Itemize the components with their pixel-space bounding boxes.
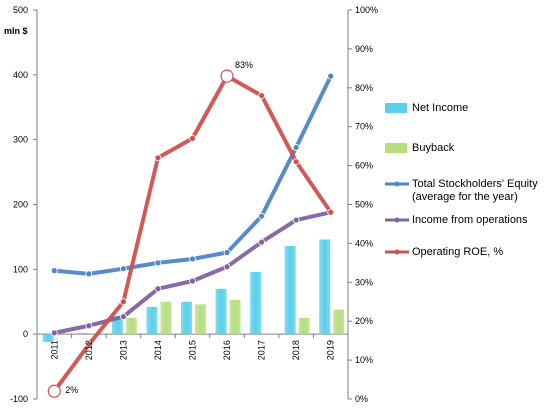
point-income-from-operations-2017 — [258, 238, 266, 246]
unit-label: mln $ — [4, 26, 28, 36]
bar-buyback-2019 — [333, 309, 345, 335]
point-operating-roe-2018 — [292, 158, 300, 166]
x-tick-label: 2013 — [118, 340, 128, 360]
x-tick-label: 2019 — [326, 340, 336, 360]
right-tick-label: 20% — [355, 316, 373, 326]
bar-net-income-2017 — [250, 271, 262, 335]
bar-net-income-2014 — [146, 306, 158, 335]
right-tick-label: 50% — [355, 200, 373, 210]
point-income-from-operations-2011 — [50, 329, 58, 337]
point-total-stockholders-equity-2015 — [189, 255, 196, 263]
x-tick-label: 2011 — [49, 340, 59, 359]
point-total-stockholders-equity-2016 — [223, 249, 231, 256]
point-income-from-operations-2015 — [189, 277, 196, 285]
annotation-label-2016: 83% — [235, 60, 253, 70]
tick-labels: -100 0 100 200 300 400 500 0% 10% 20% 30% 40% 50% 60%… — [4, 5, 378, 404]
legend-label-buyback: Buyback — [412, 142, 455, 154]
annotation-marker-2011 — [47, 384, 61, 398]
left-tick-label: 500 — [13, 5, 28, 15]
right-tick-label: 0% — [355, 394, 368, 404]
right-tick-label: 70% — [355, 122, 373, 132]
legend-swatch-buyback — [385, 143, 407, 153]
point-operating-roe-2013 — [119, 298, 127, 306]
bar-net-income-2016 — [215, 288, 227, 335]
right-tick-label: 80% — [355, 83, 373, 93]
line-series — [47, 69, 335, 398]
legend-marker-roe — [394, 249, 400, 255]
x-tick-label: 2015 — [188, 340, 198, 360]
legend-label-equity: Total Stockholders' Equity (average for … — [412, 178, 538, 203]
legend-label-income-ops: Income from operations — [412, 214, 528, 226]
legend-label-net-income: Net Income — [412, 102, 469, 114]
point-operating-roe-2017 — [258, 92, 266, 99]
right-tick-label: 30% — [355, 277, 373, 287]
right-tick-label: 10% — [355, 355, 373, 365]
x-tick-label: 2018 — [291, 340, 301, 360]
left-tick-label: 100 — [13, 264, 28, 274]
point-total-stockholders-equity-2013 — [119, 265, 127, 273]
right-tick-label: 40% — [355, 238, 373, 248]
point-total-stockholders-equity-2011 — [50, 267, 58, 275]
legend-label-roe: Operating ROE, % — [412, 246, 504, 258]
bar-net-income-2018 — [284, 245, 296, 335]
right-tick-label: 90% — [355, 44, 373, 54]
point-operating-roe-2019 — [327, 208, 335, 216]
point-total-stockholders-equity-2012 — [85, 270, 93, 278]
point-income-from-operations-2016 — [223, 263, 231, 271]
left-tick-label: -100 — [10, 394, 28, 404]
point-income-from-operations-2018 — [292, 216, 300, 224]
point-total-stockholders-equity-2014 — [154, 259, 162, 267]
x-tick-label: 2012 — [84, 340, 94, 360]
left-tick-label: 200 — [13, 200, 28, 210]
left-tick-label: 300 — [13, 135, 28, 145]
bar-net-income-2015 — [181, 301, 192, 335]
bar-buyback-2014 — [160, 301, 172, 335]
bar-net-income-2019 — [319, 239, 331, 335]
bar-net-income-2013 — [111, 316, 123, 335]
point-total-stockholders-equity-2019 — [327, 72, 335, 80]
axes — [33, 9, 352, 400]
left-tick-label: 0 — [23, 329, 28, 339]
annotation-marker-2016 — [220, 69, 234, 83]
legend-marker-equity — [394, 181, 400, 187]
bar-net-income-2011 — [42, 334, 54, 342]
point-operating-roe-2015 — [189, 134, 196, 142]
x-tick-label: 2016 — [222, 340, 232, 360]
line-total-stockholders-equity — [52, 74, 333, 276]
point-income-from-operations-2012 — [85, 322, 93, 330]
bar-buyback-2013 — [125, 317, 137, 335]
bar-net-income-2012 — [77, 332, 89, 335]
point-operating-roe-2014 — [154, 154, 162, 162]
bar-buyback-2016 — [229, 299, 241, 335]
point-income-from-operations-2013 — [119, 313, 127, 321]
legend-marker-income-ops — [394, 217, 400, 223]
right-tick-label: 60% — [355, 161, 373, 171]
right-tick-label: 100% — [355, 5, 378, 15]
left-tick-label: 400 — [13, 70, 28, 80]
x-tick-label: 2017 — [257, 340, 267, 360]
point-total-stockholders-equity-2017 — [258, 212, 266, 220]
point-income-from-operations-2014 — [154, 285, 162, 293]
bar-series — [42, 239, 345, 342]
bar-buyback-2018 — [298, 317, 310, 335]
legend-swatch-net-income — [385, 103, 407, 113]
bar-buyback-2015 — [195, 304, 206, 335]
annotation-label-2011: 2% — [65, 385, 78, 395]
point-operating-roe-2012 — [85, 341, 93, 348]
point-total-stockholders-equity-2018 — [292, 144, 300, 151]
x-tick-label: 2014 — [153, 340, 163, 360]
